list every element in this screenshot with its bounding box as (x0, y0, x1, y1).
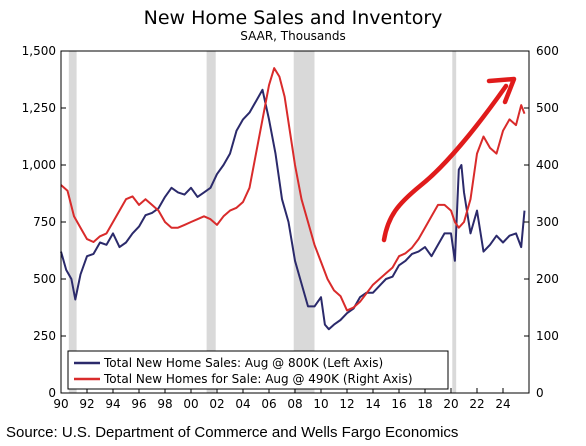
legend: Total New Home Sales: Aug @ 800K (Left A… (67, 350, 449, 390)
x-tick-label: 00 (183, 397, 198, 411)
right-tick-label: 600 (536, 44, 559, 58)
x-tick-label: 92 (79, 397, 94, 411)
arrow-head (486, 76, 517, 105)
chart-title: New Home Sales and Inventory (144, 7, 443, 29)
left-tick-label: 1,250 (22, 101, 56, 115)
x-tick-label: 96 (131, 397, 146, 411)
series-lines (60, 67, 526, 331)
chart-subtitle: SAAR, Thousands (240, 29, 346, 43)
left-tick-label: 1,500 (22, 44, 56, 58)
right-tick-label: 100 (536, 329, 559, 343)
right-tick-label: 0 (536, 386, 544, 400)
x-tick-label: 24 (495, 397, 510, 411)
x-tick-label: 90 (53, 397, 68, 411)
x-tick-label: 22 (469, 397, 484, 411)
x-axis-ticks: 90 92 94 96 98 00 02 04 06 08 10 12 14 16 18 20 22 24 (53, 388, 511, 411)
x-tick-label: 04 (235, 397, 250, 411)
right-tick-label: 200 (536, 272, 559, 286)
x-tick-label: 94 (105, 397, 120, 411)
left-tick-label: 250 (33, 329, 56, 343)
x-tick-label: 02 (209, 397, 224, 411)
x-tick-label: 98 (157, 397, 172, 411)
left-axis-ticks: 0 250 500 750 1,000 1,250 1,500 (22, 44, 66, 400)
arrow-shaft (381, 83, 509, 243)
x-tick-label: 20 (443, 397, 458, 411)
recession-shading (68, 51, 457, 393)
trend-arrow (381, 76, 517, 243)
x-tick-label: 10 (313, 397, 328, 411)
recession-band-1 (206, 51, 216, 393)
legend-box (67, 350, 449, 390)
left-tick-label: 750 (33, 215, 56, 229)
left-tick-label: 0 (48, 386, 56, 400)
left-tick-label: 1,000 (22, 158, 56, 172)
right-axis-ticks: 0 100 200 300 400 500 600 (524, 44, 559, 400)
x-tick-label: 14 (365, 397, 380, 411)
x-tick-label: 06 (261, 397, 276, 411)
left-tick-label: 500 (33, 272, 56, 286)
right-tick-label: 500 (536, 101, 559, 115)
right-tick-label: 400 (536, 158, 559, 172)
x-tick-label: 18 (417, 397, 432, 411)
recession-band-0 (68, 51, 77, 393)
legend-label-sales: Total New Home Sales: Aug @ 800K (Left A… (103, 356, 383, 370)
legend-label-inventory: Total New Homes for Sale: Aug @ 490K (Ri… (103, 372, 413, 386)
series-line-0 (60, 88, 526, 331)
x-tick-label: 08 (287, 397, 302, 411)
right-tick-label: 300 (536, 215, 559, 229)
series-line-1 (60, 67, 526, 312)
x-tick-label: 12 (339, 397, 354, 411)
source-note: Source: U.S. Department of Commerce and … (6, 424, 458, 441)
x-tick-label: 16 (391, 397, 406, 411)
recession-band-2 (293, 51, 315, 393)
